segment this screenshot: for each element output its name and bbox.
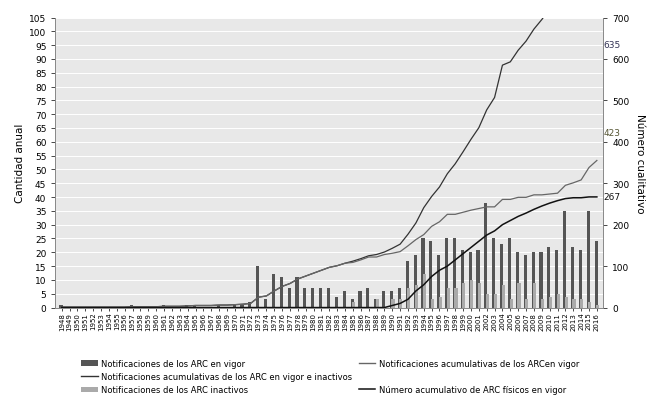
Bar bbox=[437, 255, 440, 308]
Bar bbox=[588, 302, 591, 308]
Bar bbox=[541, 300, 544, 308]
Text: 635: 635 bbox=[603, 41, 620, 50]
Bar bbox=[304, 288, 306, 308]
Bar bbox=[557, 294, 560, 308]
Bar bbox=[525, 300, 529, 308]
Bar bbox=[587, 211, 590, 308]
Bar bbox=[596, 305, 599, 308]
Bar bbox=[486, 294, 489, 308]
Bar bbox=[193, 305, 196, 308]
Bar bbox=[580, 300, 583, 308]
Bar bbox=[579, 250, 582, 308]
Text: 267: 267 bbox=[603, 193, 620, 202]
Bar bbox=[555, 250, 558, 308]
Bar bbox=[533, 283, 537, 308]
Bar bbox=[407, 288, 411, 308]
Bar bbox=[272, 275, 275, 308]
Bar bbox=[595, 242, 598, 308]
Bar bbox=[455, 288, 457, 308]
Bar bbox=[539, 253, 543, 308]
Legend: Notificaciones de los ARC en vigor, Notificaciones acumulativas de los ARC en vi: Notificaciones de los ARC en vigor, Noti… bbox=[79, 356, 581, 397]
Bar bbox=[571, 247, 574, 308]
Bar bbox=[477, 250, 480, 308]
Bar bbox=[350, 300, 354, 308]
Bar bbox=[516, 253, 519, 308]
Bar bbox=[549, 297, 552, 308]
Text: 423: 423 bbox=[603, 128, 620, 138]
Bar bbox=[296, 277, 298, 308]
Bar bbox=[248, 302, 251, 308]
Bar bbox=[185, 305, 189, 308]
Bar bbox=[447, 288, 449, 308]
Bar bbox=[445, 239, 448, 308]
Bar bbox=[423, 275, 426, 308]
Bar bbox=[502, 286, 505, 308]
Bar bbox=[462, 283, 465, 308]
Bar bbox=[492, 239, 496, 308]
Bar bbox=[531, 253, 535, 308]
Bar bbox=[376, 300, 379, 308]
Bar bbox=[510, 300, 513, 308]
Bar bbox=[335, 297, 338, 308]
Bar bbox=[391, 300, 395, 308]
Bar bbox=[390, 291, 393, 308]
Bar bbox=[374, 300, 378, 308]
Bar bbox=[216, 305, 220, 308]
Y-axis label: Número cualitativo: Número cualitativo bbox=[635, 113, 645, 213]
Bar bbox=[59, 305, 63, 308]
Bar bbox=[352, 302, 355, 308]
Bar bbox=[572, 300, 576, 308]
Bar bbox=[523, 255, 527, 308]
Bar bbox=[564, 297, 568, 308]
Bar bbox=[563, 211, 566, 308]
Bar bbox=[500, 244, 503, 308]
Bar bbox=[256, 266, 259, 308]
Bar bbox=[406, 261, 409, 308]
Bar bbox=[478, 283, 481, 308]
Bar bbox=[469, 253, 472, 308]
Bar bbox=[398, 288, 401, 308]
Bar bbox=[414, 255, 416, 308]
Bar bbox=[508, 239, 511, 308]
Bar bbox=[280, 277, 283, 308]
Bar bbox=[162, 305, 165, 308]
Bar bbox=[439, 297, 442, 308]
Bar bbox=[240, 305, 244, 308]
Bar bbox=[484, 203, 488, 308]
Bar bbox=[399, 300, 403, 308]
Bar bbox=[453, 239, 456, 308]
Bar bbox=[461, 250, 464, 308]
Bar bbox=[232, 305, 236, 308]
Bar bbox=[343, 291, 346, 308]
Bar bbox=[358, 291, 362, 308]
Bar bbox=[415, 286, 418, 308]
Bar bbox=[288, 288, 291, 308]
Bar bbox=[429, 242, 432, 308]
Bar bbox=[494, 294, 497, 308]
Bar bbox=[312, 288, 314, 308]
Bar bbox=[421, 239, 424, 308]
Bar bbox=[264, 300, 267, 308]
Bar bbox=[327, 288, 330, 308]
Bar bbox=[431, 300, 434, 308]
Bar bbox=[470, 280, 473, 308]
Y-axis label: Cantidad anual: Cantidad anual bbox=[15, 124, 25, 203]
Bar bbox=[382, 291, 385, 308]
Bar bbox=[366, 288, 370, 308]
Bar bbox=[319, 288, 322, 308]
Bar bbox=[517, 283, 521, 308]
Bar bbox=[547, 247, 550, 308]
Bar bbox=[130, 305, 133, 308]
